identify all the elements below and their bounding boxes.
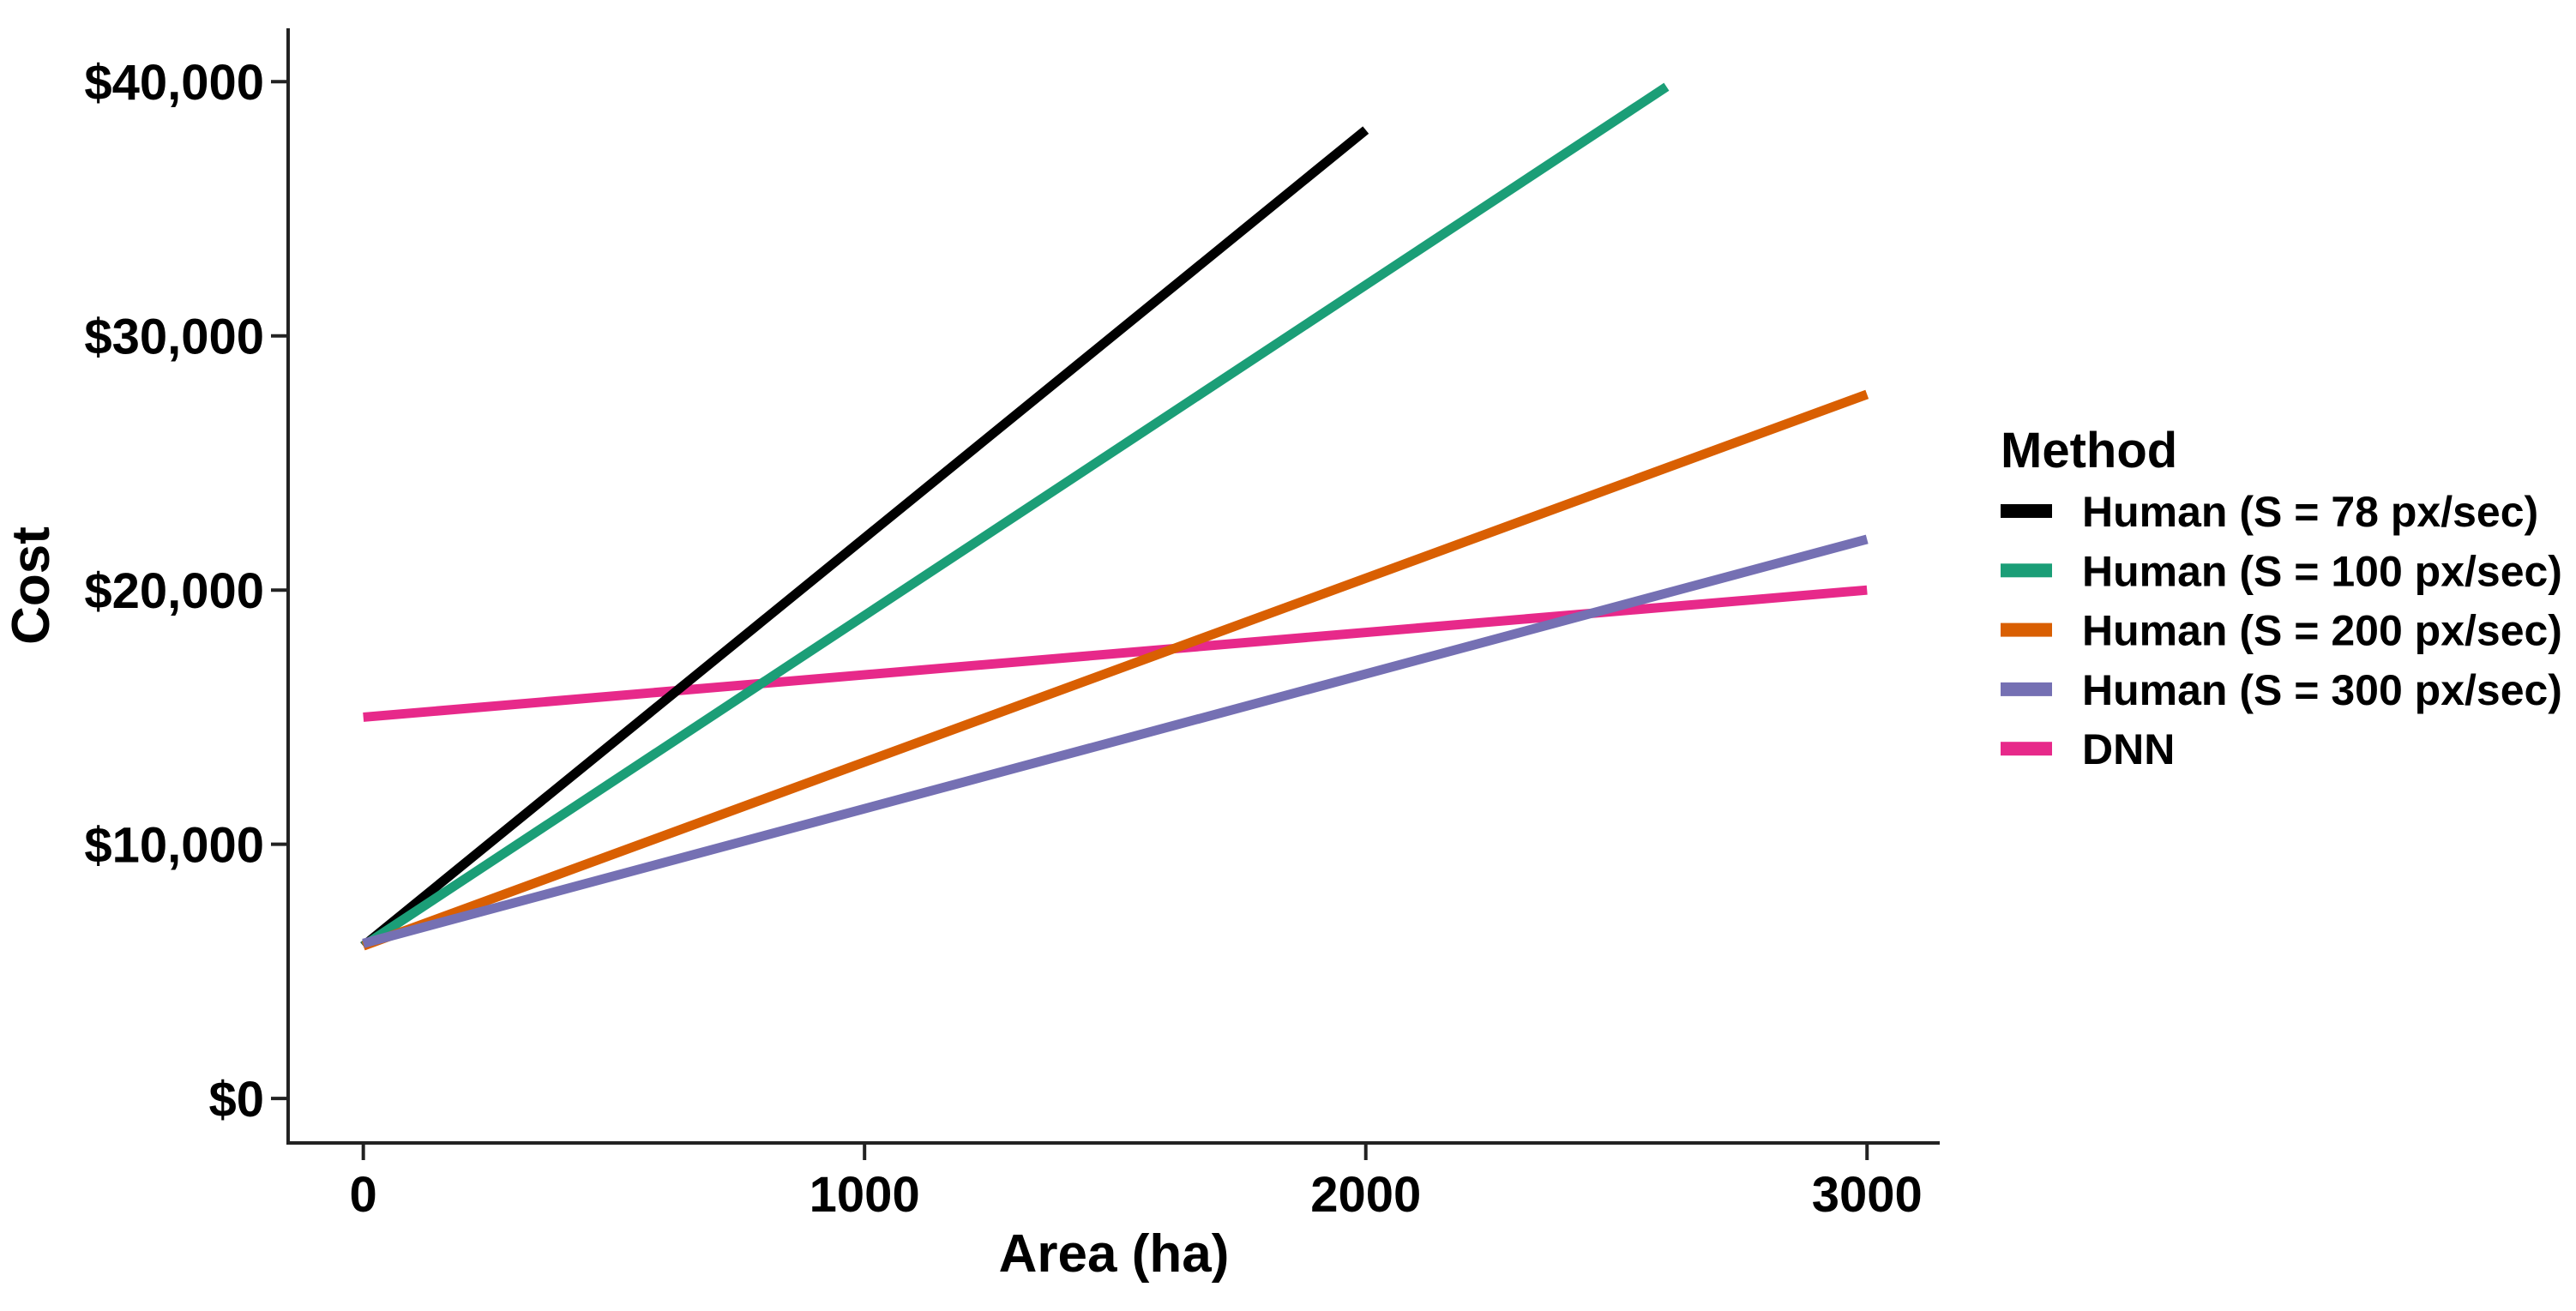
series-line-human-s-78-px-sec [360,126,1369,950]
ticks-layer: $0 $10,000 $20,000 $30,000 $40,000 0 1000 2000 3… [84,55,1922,1223]
y-axis-title: Cost [2,526,61,645]
y-tick-label: $10,000 [84,818,264,874]
legend-swatch [2001,682,2052,696]
legend-item-label: Human (S = 300 px/sec) [2082,666,2562,714]
series-line-human-s-300-px-sec [362,534,1869,948]
y-tick-label: $20,000 [84,563,264,619]
labels-layer: Area (ha) Cost [2,526,1229,1284]
legend-swatch [2001,622,2052,637]
y-tick-label: $0 [208,1072,264,1128]
series-line-dnn [363,585,1868,722]
x-tick-label: 2000 [1310,1167,1421,1223]
legend-item-label: Human (S = 78 px/sec) [2082,488,2538,536]
legend-item: Human (S = 78 px/sec) [2001,488,2538,536]
axes-layer [286,28,1940,1145]
series-line-human-s-100-px-sec [360,82,1670,950]
x-tick-label: 0 [350,1167,377,1223]
series-line-human-s-200-px-sec [361,389,1869,951]
legend-item-label: DNN [2082,725,2175,773]
x-axis-title: Area (ha) [999,1224,1230,1284]
legend-item-label: Human (S = 100 px/sec) [2082,547,2562,595]
series-layer [360,82,1869,951]
x-tick-label: 1000 [810,1167,920,1223]
legend-item-label: Human (S = 200 px/sec) [2082,607,2562,655]
legend-title: Method [2001,423,2177,478]
x-tick-label: 3000 [1812,1167,1923,1223]
legend-items: Human (S = 78 px/sec) Human (S = 100 px/s… [2001,488,2562,773]
y-tick-label: $30,000 [84,310,264,365]
legend-item: DNN [2001,725,2175,773]
y-tick-label: $40,000 [84,55,264,111]
legend: Method Human (S = 78 px/sec) Human (S = 1… [2001,423,2562,773]
legend-item: Human (S = 100 px/sec) [2001,547,2562,595]
legend-item: Human (S = 200 px/sec) [2001,607,2562,655]
legend-item: Human (S = 300 px/sec) [2001,666,2562,714]
legend-swatch [2001,563,2052,578]
legend-swatch [2001,742,2052,756]
legend-swatch [2001,504,2052,518]
